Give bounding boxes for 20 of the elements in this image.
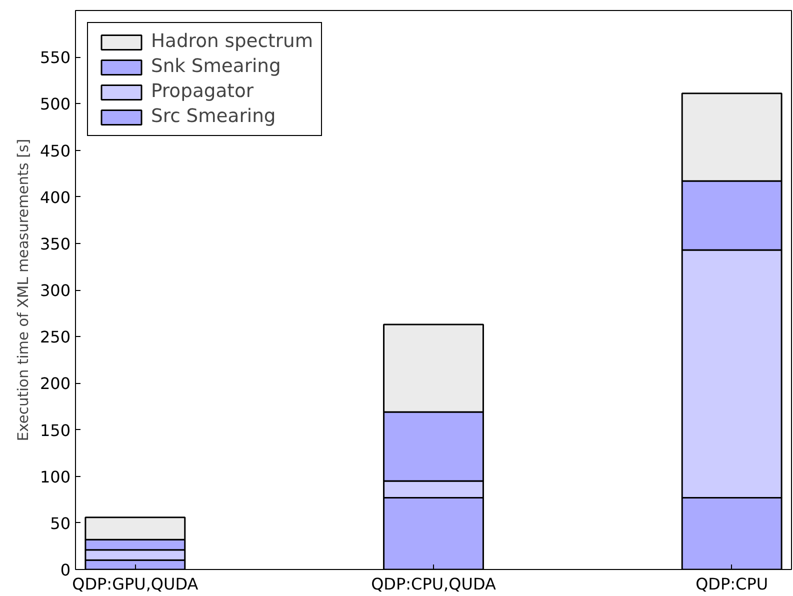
y-tick-label: 350 <box>40 234 71 254</box>
x-tick-label: QDP:GPU,QUDA <box>72 574 198 594</box>
y-tick-label: 50 <box>50 514 70 533</box>
y-tick-label: 500 <box>40 94 71 114</box>
y-axis-title: Execution time of XML measurements [s] <box>14 138 32 442</box>
legend-label: Snk Smearing <box>151 56 281 77</box>
y-tick-label: 200 <box>40 374 71 394</box>
legend-label: Hadron spectrum <box>151 31 314 52</box>
y-tick-label: 150 <box>40 420 71 440</box>
legend-label: Src Smearing <box>151 106 276 127</box>
y-tick-label: 250 <box>40 328 71 347</box>
y-tick-label: 450 <box>40 141 71 160</box>
y-tick-label: 300 <box>40 281 71 300</box>
x-tick-label: QDP:CPU <box>696 574 768 594</box>
y-tick-label: 550 <box>40 48 71 68</box>
y-tick-label: 400 <box>40 188 71 207</box>
x-tick-label: QDP:CPU,QUDA <box>371 574 496 594</box>
legend-label: Propagator <box>151 81 254 102</box>
y-tick-label: 100 <box>40 467 71 486</box>
y-tick-label: 0 <box>60 560 71 580</box>
